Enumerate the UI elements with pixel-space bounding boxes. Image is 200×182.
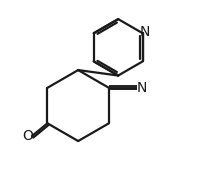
Text: N: N — [137, 81, 147, 95]
Text: N: N — [140, 25, 150, 39]
Text: O: O — [22, 129, 33, 143]
